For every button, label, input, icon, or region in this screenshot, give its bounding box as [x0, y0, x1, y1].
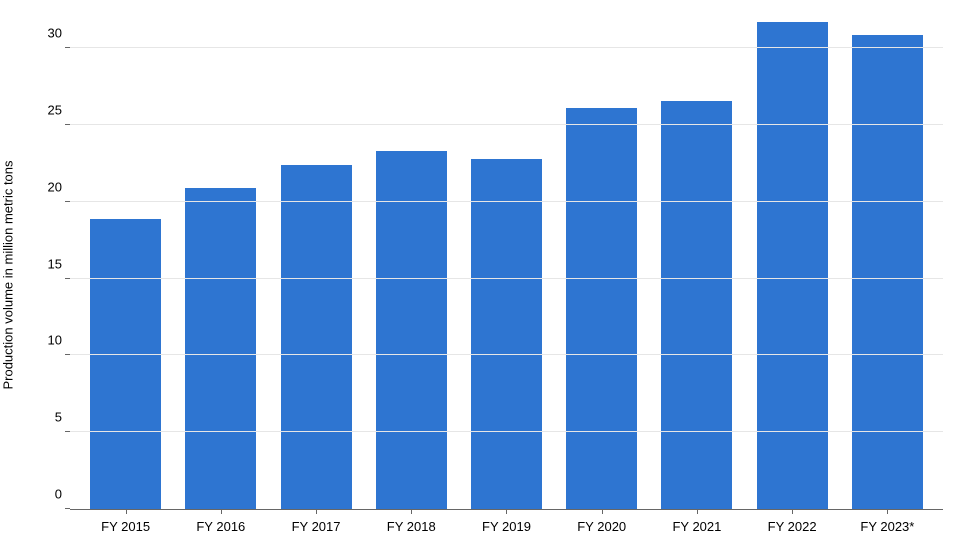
plot-area: FY 2015FY 2016FY 2017FY 2018FY 2019FY 20… — [70, 10, 943, 510]
bar-slot: FY 2019 — [461, 10, 551, 509]
y-tick-mark — [65, 47, 70, 48]
y-tick-label: 15 — [48, 256, 62, 271]
bar[interactable] — [90, 219, 161, 509]
bar-slot: FY 2015 — [81, 10, 171, 509]
bar-slot: FY 2020 — [557, 10, 647, 509]
x-tick-mark — [602, 509, 603, 514]
x-tick-label: FY 2018 — [387, 519, 436, 534]
bar-slot: FY 2016 — [176, 10, 266, 509]
x-tick-label: FY 2020 — [577, 519, 626, 534]
y-tick-label: 20 — [48, 179, 62, 194]
y-tick-mark — [65, 431, 70, 432]
bar-slot: FY 2018 — [366, 10, 456, 509]
y-tick-mark — [65, 201, 70, 202]
x-tick-label: FY 2021 — [672, 519, 721, 534]
x-tick-mark — [221, 509, 222, 514]
y-tick-label: 0 — [55, 487, 62, 502]
grid-line — [70, 278, 943, 279]
y-tick-label: 25 — [48, 103, 62, 118]
bar[interactable] — [566, 108, 637, 509]
y-tick-mark — [65, 508, 70, 509]
y-axis-title: Production volume in million metric tons — [1, 160, 16, 389]
y-tick-mark — [65, 278, 70, 279]
bar[interactable] — [471, 159, 542, 509]
bar[interactable] — [661, 101, 732, 509]
bar[interactable] — [185, 188, 256, 509]
x-tick-mark — [316, 509, 317, 514]
y-tick-label: 10 — [48, 333, 62, 348]
x-tick-label: FY 2023* — [860, 519, 914, 534]
grid-line — [70, 201, 943, 202]
bar-slot: FY 2022 — [747, 10, 837, 509]
bar[interactable] — [852, 35, 923, 509]
x-tick-label: FY 2015 — [101, 519, 150, 534]
bar[interactable] — [376, 151, 447, 509]
x-tick-mark — [697, 509, 698, 514]
bar-slot: FY 2021 — [652, 10, 742, 509]
grid-line — [70, 431, 943, 432]
grid-line — [70, 47, 943, 48]
bar[interactable] — [281, 165, 352, 509]
x-tick-label: FY 2017 — [292, 519, 341, 534]
bars-container: FY 2015FY 2016FY 2017FY 2018FY 2019FY 20… — [70, 10, 943, 509]
grid-line — [70, 354, 943, 355]
x-tick-mark — [411, 509, 412, 514]
chart-container: Production volume in million metric tons… — [0, 0, 953, 550]
grid-line — [70, 124, 943, 125]
x-tick-label: FY 2019 — [482, 519, 531, 534]
y-tick-label: 5 — [55, 410, 62, 425]
y-tick-mark — [65, 124, 70, 125]
y-tick-mark — [65, 354, 70, 355]
x-tick-label: FY 2022 — [768, 519, 817, 534]
bar[interactable] — [757, 22, 828, 509]
bar-slot: FY 2017 — [271, 10, 361, 509]
x-tick-mark — [506, 509, 507, 514]
bar-slot: FY 2023* — [842, 10, 932, 509]
x-tick-mark — [887, 509, 888, 514]
x-tick-mark — [126, 509, 127, 514]
y-tick-label: 30 — [48, 26, 62, 41]
x-tick-mark — [792, 509, 793, 514]
x-tick-label: FY 2016 — [196, 519, 245, 534]
